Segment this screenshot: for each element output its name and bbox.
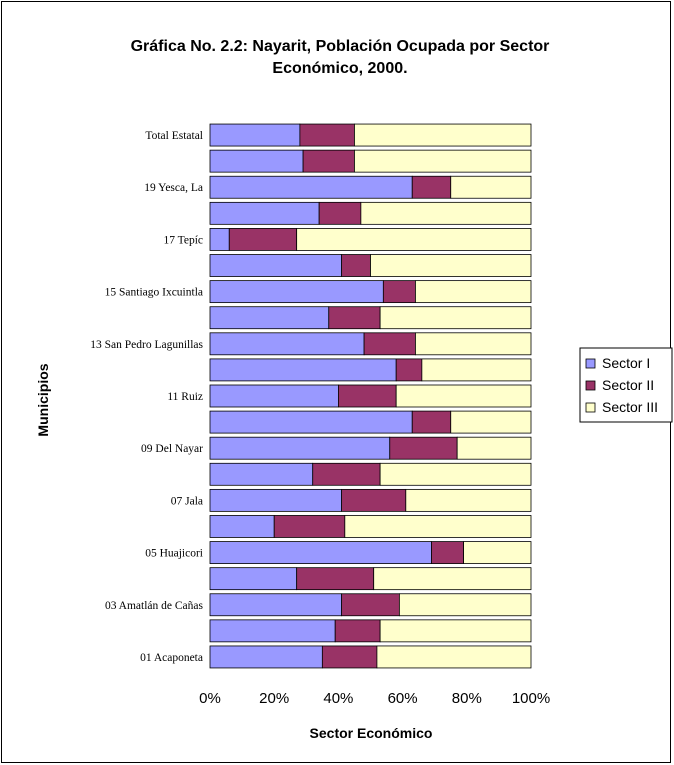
bar-segment-sector-3-row-8 xyxy=(379,462,532,486)
legend: Sector I Sector II Sector III xyxy=(579,347,673,423)
bar-segment-sector-1-row-4 xyxy=(209,567,298,591)
bar-segment-sector-3-row-11 xyxy=(395,384,532,408)
bar-segment-sector-1-row-1 xyxy=(209,645,323,669)
category-labels: 01 Acaponeta 03 Amatlán de Cañas 05 Huajic… xyxy=(90,130,203,664)
bar-segment-sector-1-row-10 xyxy=(209,410,413,434)
bar-segment-sector-2-row-16 xyxy=(341,254,371,277)
bar-segment-sector-3-row-15 xyxy=(415,280,532,304)
bar-segment-sector-2-row-1 xyxy=(321,645,378,669)
category-label: Total Estatal xyxy=(145,130,203,142)
x-tick-label: 40% xyxy=(323,690,353,707)
bar-segment-sector-1-row-5 xyxy=(209,541,432,564)
category-label: 03 Amatlán de Cañas xyxy=(105,600,204,612)
bar-segment-sector-1-row-7 xyxy=(209,488,343,512)
bar-segment-sector-3-row-10 xyxy=(450,410,532,434)
bar-segment-sector-2-row-14 xyxy=(328,306,381,330)
bar-segment-sector-3-row-1 xyxy=(376,645,532,669)
y-axis-title: Municipios xyxy=(35,363,51,436)
bar-segment-sector-3-row-2 xyxy=(379,619,532,643)
chart-title: Gráfica No. 2.2: Nayarit, Población Ocup… xyxy=(40,36,640,80)
x-axis-title: Sector Económico xyxy=(310,725,433,741)
bar-segment-sector-1-row-13 xyxy=(209,332,365,356)
bar-segment-sector-2-row-4 xyxy=(296,567,375,591)
x-tick-label: 60% xyxy=(388,690,418,707)
bar-segment-sector-1-row-8 xyxy=(209,462,314,486)
x-tick-label: 80% xyxy=(452,690,482,707)
bar-segment-sector-2-row-5 xyxy=(431,541,464,564)
bar-segment-sector-3-row-20 xyxy=(354,149,532,173)
bars-layer xyxy=(209,123,532,669)
x-tick-label: 20% xyxy=(259,690,289,707)
bar-segment-sector-3-row-12 xyxy=(421,358,532,382)
bar-segment-sector-2-row-8 xyxy=(312,462,381,486)
legend-swatch xyxy=(585,358,596,369)
bar-segment-sector-2-row-21 xyxy=(299,123,355,147)
bar-segment-sector-1-row-6 xyxy=(209,515,275,538)
bar-segment-sector-2-row-7 xyxy=(341,488,407,512)
bar-segment-sector-3-row-21 xyxy=(354,123,532,147)
category-label: 05 Huajicori xyxy=(145,548,203,560)
bar-segment-sector-3-row-18 xyxy=(360,201,532,225)
bar-segment-sector-1-row-19 xyxy=(209,175,413,199)
bar-segment-sector-1-row-20 xyxy=(209,149,304,173)
bar-segment-sector-2-row-6 xyxy=(273,515,346,538)
bar-segment-sector-1-row-12 xyxy=(209,358,397,382)
x-tick-label: 0% xyxy=(199,690,221,707)
legend-swatch xyxy=(585,402,596,413)
bar-segment-sector-3-row-14 xyxy=(379,306,532,330)
bar-segment-sector-2-row-15 xyxy=(382,280,416,304)
bar-segment-sector-2-row-12 xyxy=(395,358,423,382)
bar-segment-sector-2-row-17 xyxy=(228,228,298,251)
category-label: 13 San Pedro Lagunillas xyxy=(90,339,203,351)
category-label: 07 Jala xyxy=(171,495,203,507)
bar-segment-sector-2-row-11 xyxy=(337,384,397,408)
bar-segment-sector-3-row-16 xyxy=(370,254,532,277)
bar-segment-sector-1-row-21 xyxy=(209,123,301,147)
bar-segment-sector-2-row-13 xyxy=(363,332,416,356)
bar-segment-sector-1-row-2 xyxy=(209,619,336,643)
bar-segment-sector-2-row-20 xyxy=(302,149,355,173)
bar-segment-sector-2-row-18 xyxy=(318,201,362,225)
legend-label: Sector III xyxy=(602,399,658,415)
bar-segment-sector-3-row-5 xyxy=(463,541,532,564)
bar-segment-sector-1-row-9 xyxy=(209,436,391,460)
category-label: 19 Yesca, La xyxy=(144,182,203,194)
bar-segment-sector-1-row-18 xyxy=(209,201,320,225)
bar-segment-sector-1-row-16 xyxy=(209,254,343,277)
bar-segment-sector-2-row-10 xyxy=(411,410,452,434)
category-label: 09 Del Nayar xyxy=(141,443,203,455)
bar-segment-sector-3-row-7 xyxy=(405,488,532,512)
chart-title-line-2: Económico, 2000. xyxy=(272,60,408,77)
bar-segment-sector-3-row-13 xyxy=(415,332,532,356)
bar-segment-sector-1-row-3 xyxy=(209,593,343,617)
category-label: 15 Santiago Ixcuintla xyxy=(105,287,203,299)
bar-segment-sector-3-row-17 xyxy=(296,228,532,251)
category-label: 17 Tepíc xyxy=(163,234,203,246)
bar-segment-sector-1-row-17 xyxy=(209,228,230,251)
bar-segment-sector-3-row-19 xyxy=(450,175,532,199)
bar-segment-sector-3-row-4 xyxy=(373,567,532,591)
bar-segment-sector-2-row-2 xyxy=(334,619,381,643)
category-label: 11 Ruiz xyxy=(167,391,203,403)
bar-segment-sector-1-row-14 xyxy=(209,306,330,330)
bar-segment-sector-2-row-19 xyxy=(411,175,452,199)
bar-segment-sector-3-row-9 xyxy=(456,436,532,460)
category-label: 01 Acaponeta xyxy=(140,652,203,664)
chart-title-line-1: Gráfica No. 2.2: Nayarit, Población Ocup… xyxy=(130,38,550,55)
legend-swatch xyxy=(585,380,596,391)
bar-segment-sector-2-row-9 xyxy=(389,436,458,460)
bar-segment-sector-1-row-11 xyxy=(209,384,339,408)
x-tick-label: 100% xyxy=(512,690,550,707)
bar-segment-sector-1-row-15 xyxy=(209,280,384,304)
bar-segment-sector-2-row-3 xyxy=(341,593,400,617)
legend-label: Sector II xyxy=(602,377,654,393)
x-axis-ticks: 0% 20% 40% 60% 80% 100% xyxy=(199,690,550,707)
bar-segment-sector-3-row-3 xyxy=(398,593,532,617)
legend-label: Sector I xyxy=(602,355,650,371)
bar-segment-sector-3-row-6 xyxy=(344,515,532,538)
